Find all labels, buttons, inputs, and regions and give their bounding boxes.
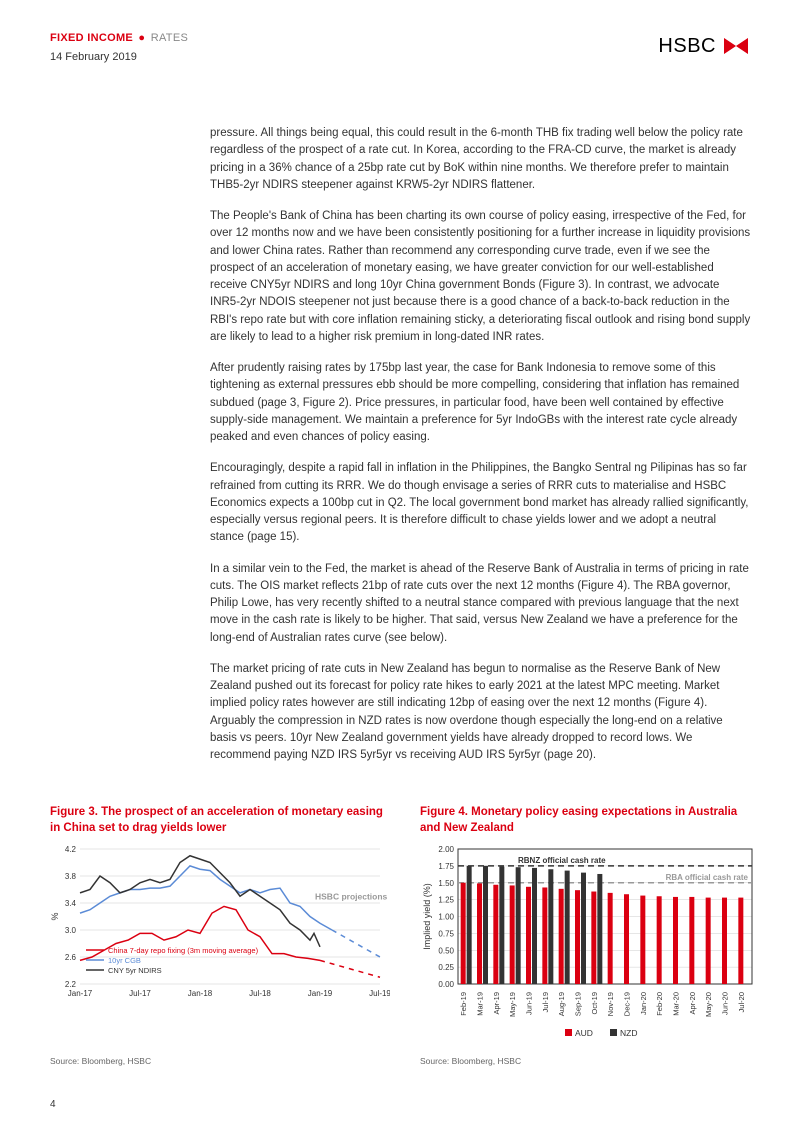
figure-3-source: Source: Bloomberg, HSBC xyxy=(50,1055,390,1068)
svg-text:0.75: 0.75 xyxy=(438,930,454,939)
svg-text:0.25: 0.25 xyxy=(438,964,454,973)
svg-text:Apr-19: Apr-19 xyxy=(492,992,501,1015)
paragraph-5: In a similar vein to the Fed, the market… xyxy=(210,561,752,647)
svg-text:Sep-19: Sep-19 xyxy=(574,992,583,1016)
figure-4-source: Source: Bloomberg, HSBC xyxy=(420,1055,760,1068)
svg-text:1.25: 1.25 xyxy=(438,896,454,905)
svg-text:1.75: 1.75 xyxy=(438,862,454,871)
svg-text:Feb-20: Feb-20 xyxy=(655,992,664,1016)
page-header: FIXED INCOME ● RATES 14 February 2019 HS… xyxy=(50,30,752,65)
svg-text:Oct-19: Oct-19 xyxy=(590,992,599,1015)
header-date: 14 February 2019 xyxy=(50,49,188,66)
svg-text:Jul-18: Jul-18 xyxy=(249,989,271,998)
figure-3-chart: 2.2 2.6 3.0 3.4 3.8 4.2% Jan-17 Jul-17 Jan-18 Jul… xyxy=(50,844,390,1050)
category-main: FIXED INCOME xyxy=(50,32,133,44)
svg-text:Mar-19: Mar-19 xyxy=(476,992,485,1016)
svg-text:Mar-20: Mar-20 xyxy=(672,992,681,1016)
body-text: pressure. All things being equal, this c… xyxy=(210,125,752,764)
svg-text:China 7-day repo fixing (3m mo: China 7-day repo fixing (3m moving avera… xyxy=(108,946,259,955)
figure-3-title: Figure 3. The prospect of an acceleratio… xyxy=(50,804,390,836)
category-dot: ● xyxy=(138,32,145,44)
svg-text:Jan-20: Jan-20 xyxy=(639,992,648,1015)
svg-text:3.4: 3.4 xyxy=(65,899,77,908)
paragraph-4: Encouragingly, despite a rapid fall in i… xyxy=(210,460,752,546)
svg-text:NZD: NZD xyxy=(620,1028,637,1038)
figure-4-title: Figure 4. Monetary policy easing expecta… xyxy=(420,804,760,836)
logo-text: HSBC xyxy=(658,31,716,61)
figure-4: Figure 4. Monetary policy easing expecta… xyxy=(420,804,760,1067)
svg-text:Jun-19: Jun-19 xyxy=(525,992,534,1015)
figure-3: Figure 3. The prospect of an acceleratio… xyxy=(50,804,390,1067)
svg-text:Implied yield (%): Implied yield (%) xyxy=(422,884,432,951)
svg-text:Jan-18: Jan-18 xyxy=(188,989,213,998)
svg-text:Jul-19: Jul-19 xyxy=(369,989,390,998)
svg-text:CNY 5yr NDIRS: CNY 5yr NDIRS xyxy=(108,966,162,975)
svg-text:1.00: 1.00 xyxy=(438,913,454,922)
paragraph-3: After prudently raising rates by 175bp l… xyxy=(210,360,752,446)
svg-text:Feb-19: Feb-19 xyxy=(459,992,468,1016)
paragraph-2: The People's Bank of China has been char… xyxy=(210,208,752,346)
figure-4-svg: 0.00 0.25 0.50 0.75 1.00 1.25 1.50 1.75 2.00 Impl… xyxy=(420,844,760,1044)
svg-text:4.2: 4.2 xyxy=(65,845,77,854)
svg-text:Nov-19: Nov-19 xyxy=(606,992,615,1016)
svg-text:Jan-17: Jan-17 xyxy=(68,989,93,998)
paragraph-6: The market pricing of rate cuts in New Z… xyxy=(210,661,752,765)
paragraph-1: pressure. All things being equal, this c… xyxy=(210,125,752,194)
svg-text:1.50: 1.50 xyxy=(438,879,454,888)
header-left: FIXED INCOME ● RATES 14 February 2019 xyxy=(50,30,188,65)
svg-text:Jan-19: Jan-19 xyxy=(308,989,333,998)
page-number: 4 xyxy=(50,1097,752,1112)
svg-text:10yr CGB: 10yr CGB xyxy=(108,956,141,965)
svg-text:RBNZ official cash rate: RBNZ official cash rate xyxy=(518,856,606,865)
header-category: FIXED INCOME ● RATES xyxy=(50,30,188,47)
hsbc-logo: HSBC xyxy=(658,30,752,62)
hsbc-hexagon-icon xyxy=(720,30,752,62)
svg-text:2.6: 2.6 xyxy=(65,953,77,962)
svg-text:HSBC projections: HSBC projections xyxy=(315,892,388,902)
svg-text:Dec-19: Dec-19 xyxy=(623,992,632,1016)
svg-text:Jun-20: Jun-20 xyxy=(721,992,730,1015)
svg-text:May-20: May-20 xyxy=(704,992,713,1017)
svg-text:Jul-19: Jul-19 xyxy=(541,992,550,1012)
svg-text:0.50: 0.50 xyxy=(438,947,454,956)
svg-text:Jul-17: Jul-17 xyxy=(129,989,151,998)
svg-text:%: % xyxy=(50,913,60,921)
svg-text:May-19: May-19 xyxy=(508,992,517,1017)
svg-text:2.2: 2.2 xyxy=(65,980,77,989)
svg-text:Aug-19: Aug-19 xyxy=(557,992,566,1016)
svg-text:AUD: AUD xyxy=(575,1028,593,1038)
svg-text:Jul-20: Jul-20 xyxy=(737,992,746,1012)
svg-text:0.00: 0.00 xyxy=(438,980,454,989)
figures-row: Figure 3. The prospect of an acceleratio… xyxy=(50,804,752,1067)
svg-text:Apr-20: Apr-20 xyxy=(688,992,697,1015)
svg-text:3.8: 3.8 xyxy=(65,872,77,881)
category-sub: RATES xyxy=(151,32,188,44)
figure-4-chart: 0.00 0.25 0.50 0.75 1.00 1.25 1.50 1.75 2.00 Impl… xyxy=(420,844,760,1050)
svg-text:3.0: 3.0 xyxy=(65,926,77,935)
svg-text:RBA official cash rate: RBA official cash rate xyxy=(666,873,749,882)
figure-3-svg: 2.2 2.6 3.0 3.4 3.8 4.2% Jan-17 Jul-17 Jan-18 Jul… xyxy=(50,844,390,1044)
svg-text:2.00: 2.00 xyxy=(438,845,454,854)
